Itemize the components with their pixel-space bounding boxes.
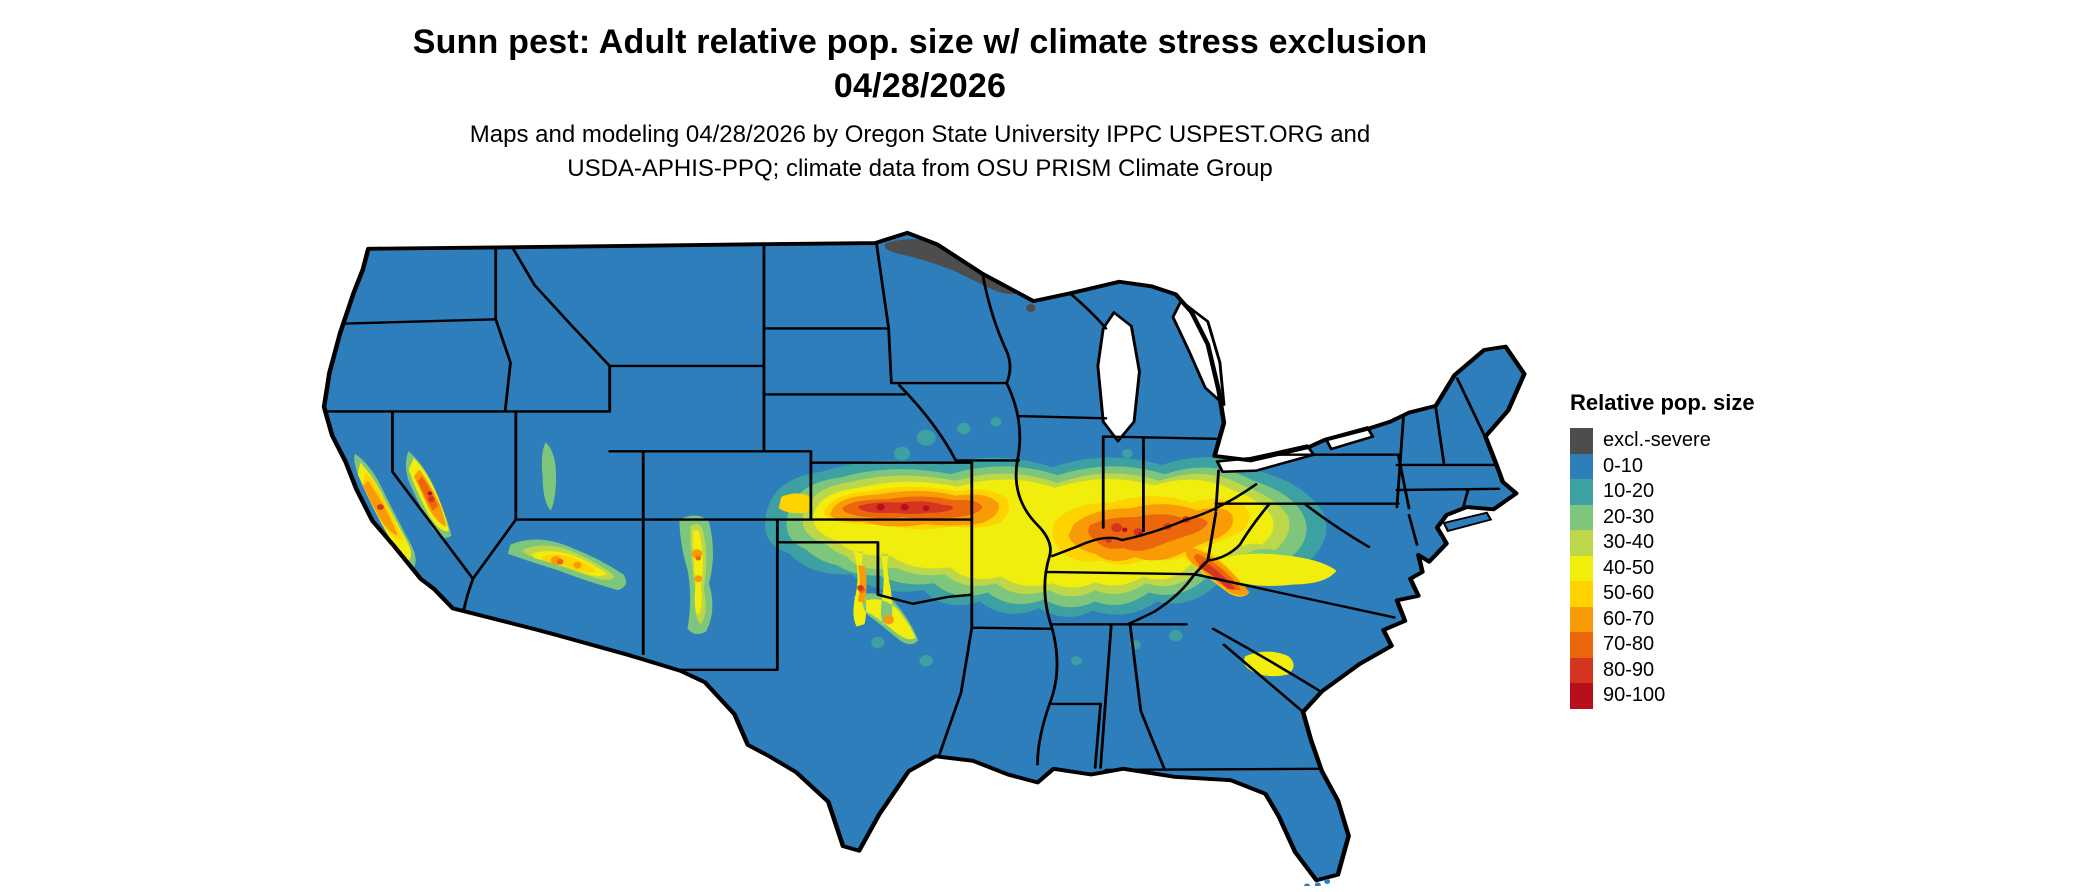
legend-label: 40-50 bbox=[1603, 556, 1655, 579]
legend-label: 0-10 bbox=[1603, 454, 1644, 477]
legend-swatch bbox=[1570, 530, 1593, 556]
legend-label: 80-90 bbox=[1603, 658, 1655, 681]
map-subtitle-line1: Maps and modeling 04/28/2026 by Oregon S… bbox=[469, 121, 1371, 148]
legend-item: 70-80 bbox=[1570, 632, 1755, 658]
band-50-60 bbox=[362, 471, 1250, 597]
legend-swatch bbox=[1570, 555, 1593, 581]
legend-item: 90-100 bbox=[1570, 683, 1755, 709]
legend: Relative pop. size excl.-severe 0-10 10-20… bbox=[1570, 390, 1755, 709]
legend-item: 10-20 bbox=[1570, 479, 1755, 505]
legend-label: 60-70 bbox=[1603, 607, 1655, 630]
us-outline bbox=[321, 230, 1527, 883]
florida-keys bbox=[1304, 878, 1331, 886]
band-60-70 bbox=[362, 469, 1250, 603]
legend-swatch bbox=[1570, 683, 1593, 709]
great-lakes bbox=[1096, 299, 1375, 474]
legend-swatch bbox=[1570, 657, 1593, 683]
exclusion-area bbox=[884, 239, 1023, 295]
legend-items: excl.-severe 0-10 10-20 20-30 30-40 40-50 50-6… bbox=[1570, 428, 1755, 709]
legend-title: Relative pop. size bbox=[1570, 390, 1755, 415]
legend-item: 50-60 bbox=[1570, 581, 1755, 607]
legend-swatch bbox=[1570, 504, 1593, 530]
map-title-line1: Sunn pest: Adult relative pop. size w/ c… bbox=[412, 23, 1428, 61]
legend-swatch bbox=[1570, 632, 1593, 658]
page-title: Sunn pest: Adult relative pop. size w/ c… bbox=[0, 20, 1840, 108]
legend-item: 30-40 bbox=[1570, 530, 1755, 556]
legend-swatch bbox=[1570, 453, 1593, 479]
legend-item: 60-70 bbox=[1570, 606, 1755, 632]
legend-swatch bbox=[1570, 479, 1593, 505]
legend-label: 20-30 bbox=[1603, 505, 1655, 528]
legend-item: 20-30 bbox=[1570, 504, 1755, 530]
state-borders bbox=[324, 243, 1501, 772]
us-population-map bbox=[321, 230, 1527, 886]
legend-item: 80-90 bbox=[1570, 657, 1755, 683]
map-subtitle: Maps and modeling 04/28/2026 by Oregon S… bbox=[0, 118, 1840, 186]
legend-item: 0-10 bbox=[1570, 453, 1755, 479]
legend-label: 10-20 bbox=[1603, 480, 1655, 502]
legend-item: excl.-severe bbox=[1570, 428, 1755, 454]
legend-swatch bbox=[1570, 428, 1593, 454]
long-island bbox=[1442, 511, 1493, 533]
legend-label: 90-100 bbox=[1603, 684, 1666, 706]
lake-michigan bbox=[1096, 311, 1141, 443]
legend-label: 30-40 bbox=[1603, 531, 1655, 553]
legend-item: 40-50 bbox=[1570, 555, 1755, 581]
map-subtitle-line2: USDA-APHIS-PPQ; climate data from OSU PR… bbox=[567, 155, 1273, 182]
band-80-90 bbox=[858, 501, 1235, 589]
legend-swatch bbox=[1570, 581, 1593, 607]
legend-label: excl.-severe bbox=[1603, 429, 1711, 451]
lake-huron bbox=[1171, 299, 1226, 406]
legend-label: 50-60 bbox=[1603, 582, 1655, 604]
legend-swatch bbox=[1570, 606, 1593, 632]
legend-label: 70-80 bbox=[1603, 633, 1655, 655]
map-title-date: 04/28/2026 bbox=[833, 67, 1007, 105]
